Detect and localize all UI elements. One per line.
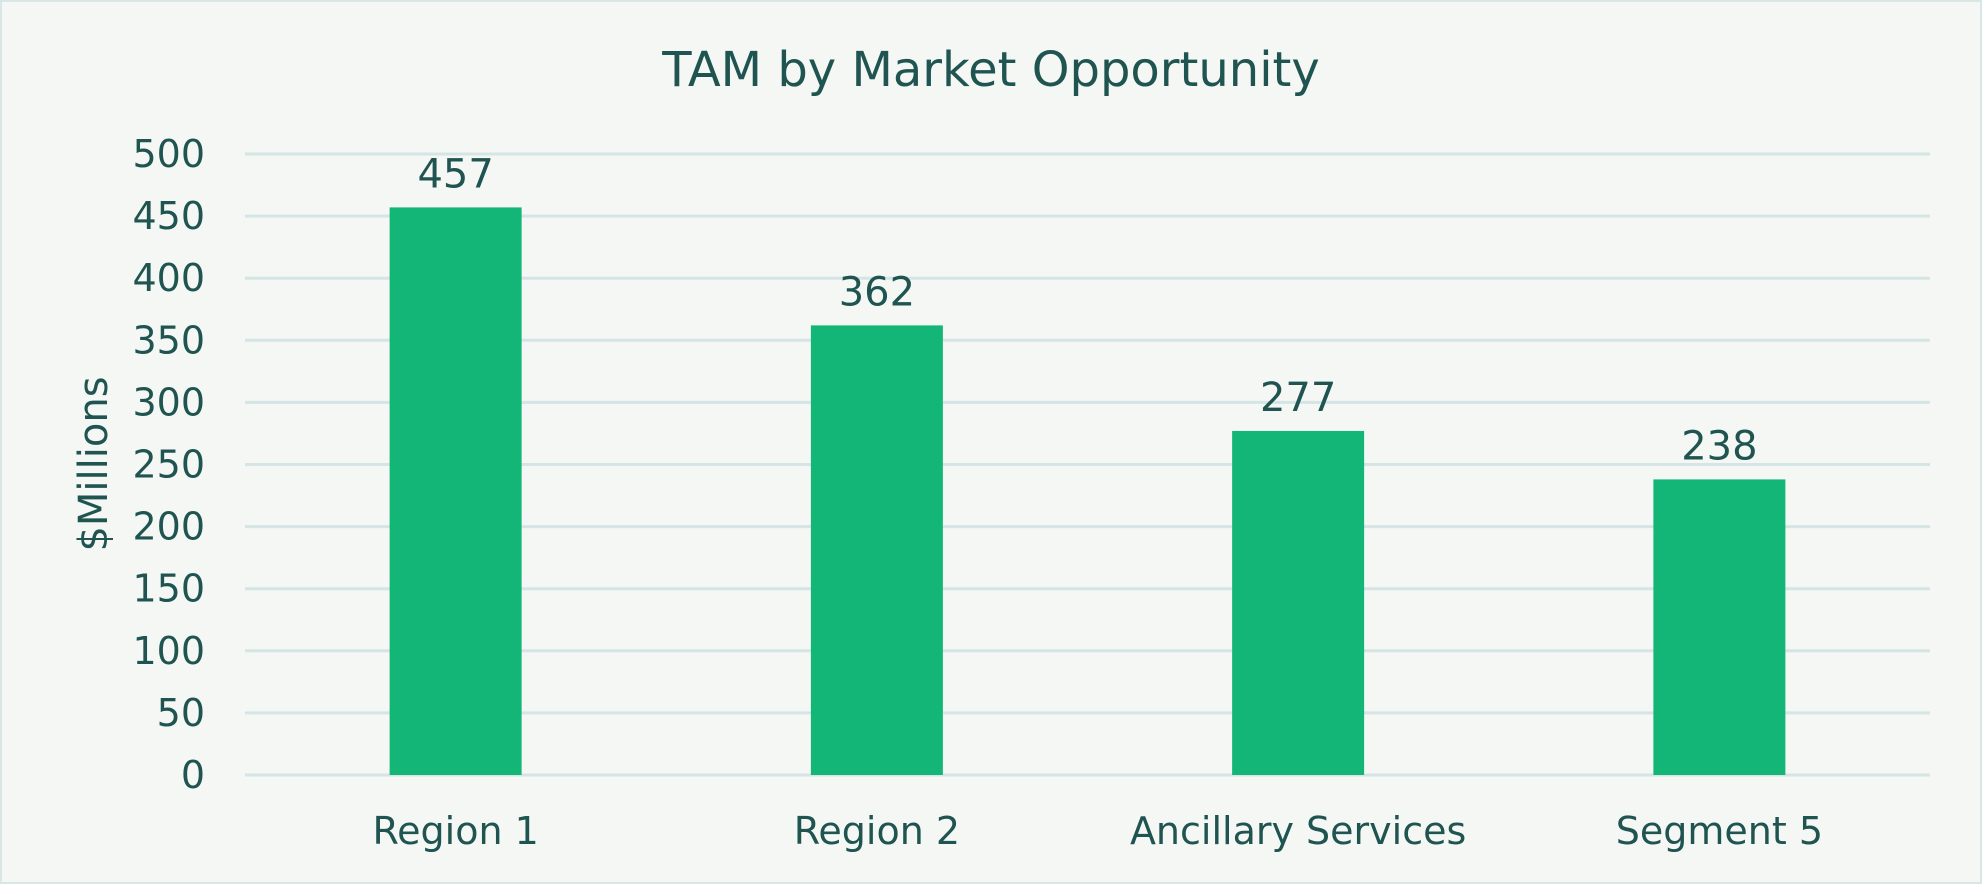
bar-value-label: 238 (1681, 423, 1757, 469)
x-axis-categories: Region 1 Region 2 Ancillary Services Segmen… (372, 809, 1823, 853)
bar (810, 325, 943, 775)
y-tick-label: 300 (132, 380, 205, 424)
y-tick-label: 0 (181, 753, 205, 797)
y-axis-ticks: 0 50 100 150 200 250 300 350 400 450 500 (132, 132, 205, 797)
chart-title: TAM by Market Opportunity (661, 42, 1320, 98)
y-tick-label: 500 (132, 132, 205, 176)
gridlines (245, 152, 1930, 777)
bar (389, 207, 522, 775)
x-category-label: Region 2 (794, 809, 960, 853)
y-tick-label: 400 (132, 256, 205, 300)
y-tick-label: 150 (132, 567, 205, 611)
bar-value-label: 457 (417, 151, 493, 197)
y-tick-label: 350 (132, 318, 205, 362)
bar-value-label: 277 (1260, 375, 1336, 421)
y-tick-label: 100 (132, 629, 205, 673)
y-tick-label: 250 (132, 443, 205, 487)
y-tick-label: 50 (157, 691, 205, 735)
bar (1232, 430, 1365, 775)
y-tick-label: 200 (132, 505, 205, 549)
data-labels: 457 362 277 238 (417, 151, 1757, 469)
bars (389, 207, 1786, 775)
x-category-label: Segment 5 (1616, 809, 1823, 853)
x-category-label: Ancillary Services (1130, 809, 1466, 853)
y-axis-label: $Millions (71, 376, 117, 551)
y-tick-label: 450 (132, 194, 205, 238)
x-category-label: Region 1 (372, 809, 538, 853)
bar-value-label: 362 (839, 269, 915, 315)
bar (1653, 479, 1786, 775)
